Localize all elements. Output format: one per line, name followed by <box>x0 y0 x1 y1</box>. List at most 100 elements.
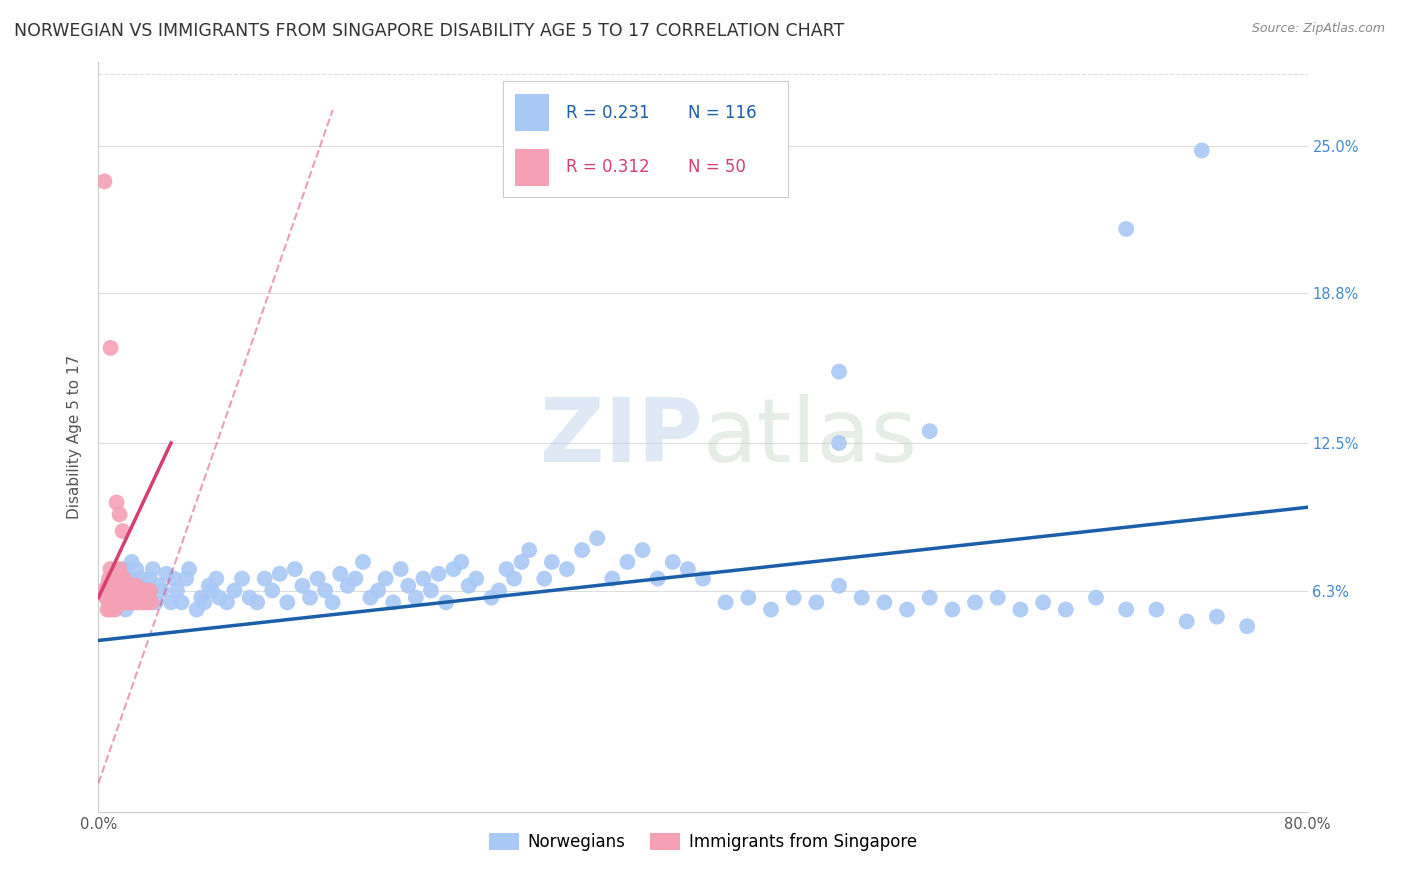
Point <box>105 579 128 593</box>
Point <box>631 543 654 558</box>
Point <box>1032 595 1054 609</box>
Point <box>1175 615 1198 629</box>
Point <box>96 579 118 593</box>
Point <box>135 591 157 605</box>
Point <box>215 595 238 609</box>
Point <box>344 572 367 586</box>
Point <box>465 572 488 586</box>
Point <box>115 583 138 598</box>
Point <box>495 562 517 576</box>
Point <box>112 579 135 593</box>
Point <box>150 583 173 598</box>
Point <box>170 595 193 609</box>
Point <box>1115 602 1137 616</box>
Point <box>427 566 450 581</box>
Point <box>94 591 117 605</box>
Point <box>112 562 135 576</box>
Point <box>128 591 150 605</box>
Point <box>896 602 918 616</box>
Point <box>100 341 122 355</box>
Point <box>107 566 129 581</box>
Point <box>434 595 457 609</box>
Point <box>201 583 224 598</box>
Point <box>783 591 806 605</box>
Point <box>1010 602 1032 616</box>
Point <box>336 579 359 593</box>
Point <box>828 365 851 379</box>
Point <box>110 572 132 586</box>
Point <box>104 591 127 605</box>
Point <box>360 591 382 605</box>
Point <box>103 583 125 598</box>
Point <box>145 595 167 609</box>
Point <box>918 591 941 605</box>
Point <box>108 562 131 576</box>
Point <box>405 591 427 605</box>
Point <box>111 591 134 605</box>
Point <box>142 562 165 576</box>
Point <box>125 579 148 593</box>
Point <box>481 591 503 605</box>
Point <box>174 572 197 586</box>
Point <box>239 591 262 605</box>
Point <box>100 602 122 616</box>
Point <box>873 595 896 609</box>
Point <box>965 595 987 609</box>
Point <box>322 595 344 609</box>
Point <box>131 595 153 609</box>
Text: atlas: atlas <box>703 393 918 481</box>
Point <box>101 579 124 593</box>
Point <box>307 572 329 586</box>
Point <box>205 572 228 586</box>
Text: Source: ZipAtlas.com: Source: ZipAtlas.com <box>1251 22 1385 36</box>
Point <box>129 583 152 598</box>
Point <box>103 572 125 586</box>
Point <box>111 524 134 538</box>
Point <box>115 591 138 605</box>
Point <box>299 591 322 605</box>
Point <box>374 572 396 586</box>
Point <box>1115 222 1137 236</box>
Point <box>120 572 142 586</box>
Point <box>412 572 434 586</box>
Point <box>108 579 131 593</box>
Point <box>135 595 157 609</box>
Point <box>160 595 183 609</box>
Point <box>352 555 374 569</box>
Point <box>276 595 298 609</box>
Point <box>389 562 412 576</box>
Point <box>186 602 208 616</box>
Point <box>367 583 389 598</box>
Y-axis label: Disability Age 5 to 17: Disability Age 5 to 17 <box>67 355 83 519</box>
Point <box>107 583 129 598</box>
Point <box>193 595 215 609</box>
Point <box>586 531 609 545</box>
Point <box>105 595 128 609</box>
Point <box>253 572 276 586</box>
Point <box>128 591 150 605</box>
Point <box>148 579 170 593</box>
Point <box>166 583 188 598</box>
Point <box>139 583 162 598</box>
Point <box>759 602 782 616</box>
Point <box>111 595 134 609</box>
Point <box>114 583 136 598</box>
Point <box>1236 619 1258 633</box>
Point <box>450 555 472 569</box>
Text: NORWEGIAN VS IMMIGRANTS FROM SINGAPORE DISABILITY AGE 5 TO 17 CORRELATION CHART: NORWEGIAN VS IMMIGRANTS FROM SINGAPORE D… <box>14 22 845 40</box>
Point <box>93 174 115 188</box>
Point <box>828 436 851 450</box>
Legend: Norwegians, Immigrants from Singapore: Norwegians, Immigrants from Singapore <box>482 826 924 857</box>
Point <box>124 595 146 609</box>
Point <box>129 572 152 586</box>
Point <box>737 591 759 605</box>
Point <box>382 595 405 609</box>
Point <box>987 591 1010 605</box>
Point <box>105 595 128 609</box>
Point <box>806 595 828 609</box>
Point <box>616 555 638 569</box>
Point <box>224 583 246 598</box>
Point <box>571 543 593 558</box>
Point <box>118 595 141 609</box>
Point <box>101 591 124 605</box>
